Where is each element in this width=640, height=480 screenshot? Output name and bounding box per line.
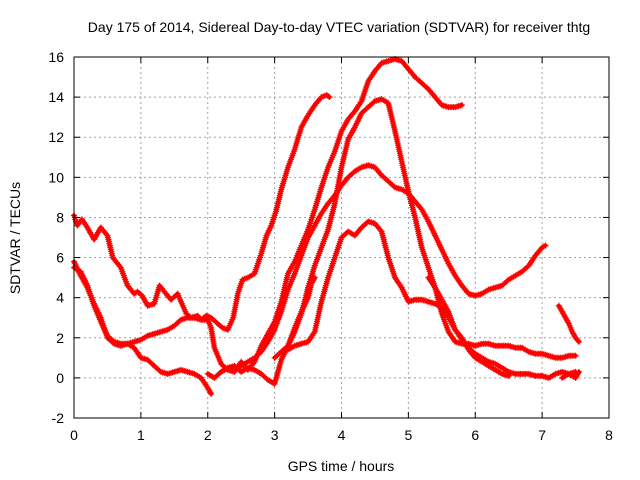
series-markers: [559, 368, 582, 381]
series-track-j: [559, 368, 582, 381]
y-tick-label: 4: [56, 290, 64, 306]
x-tick-label: 7: [538, 427, 546, 443]
y-axis-label: SDTVAR / TECUs: [7, 182, 23, 294]
y-tick-label: -2: [52, 410, 65, 426]
y-tick-label: 6: [56, 250, 64, 266]
series-track-h: [425, 274, 512, 379]
series-markers: [425, 274, 512, 379]
series-track-e: [218, 162, 549, 375]
y-tick-label: 2: [56, 330, 64, 346]
series-track-g: [285, 218, 579, 381]
grid-lines: [74, 57, 609, 418]
x-tick-label: 5: [404, 427, 412, 443]
series-track-i: [555, 302, 582, 345]
series-markers: [271, 96, 579, 361]
x-tick-label: 1: [137, 427, 145, 443]
series-markers: [555, 302, 582, 345]
x-tick-label: 6: [471, 427, 479, 443]
series-track-f: [271, 96, 579, 361]
y-tick-label: 10: [48, 169, 64, 185]
y-tick-label: 0: [56, 370, 64, 386]
series-markers: [218, 162, 549, 375]
x-tick-label: 4: [338, 427, 346, 443]
y-tick-label: 16: [48, 49, 64, 65]
data-series: [71, 56, 582, 397]
x-tick-label: 0: [70, 427, 78, 443]
y-tick-label: 12: [48, 129, 64, 145]
y-tick-label: 8: [56, 209, 64, 225]
y-tick-label: 14: [48, 89, 64, 105]
x-axis-label: GPS time / hours: [288, 458, 395, 474]
x-tick-label: 8: [605, 427, 613, 443]
x-tick-label: 3: [271, 427, 279, 443]
x-tick-label: 2: [204, 427, 212, 443]
chart-title: Day 175 of 2014, Sidereal Day-to-day VTE…: [88, 19, 590, 35]
